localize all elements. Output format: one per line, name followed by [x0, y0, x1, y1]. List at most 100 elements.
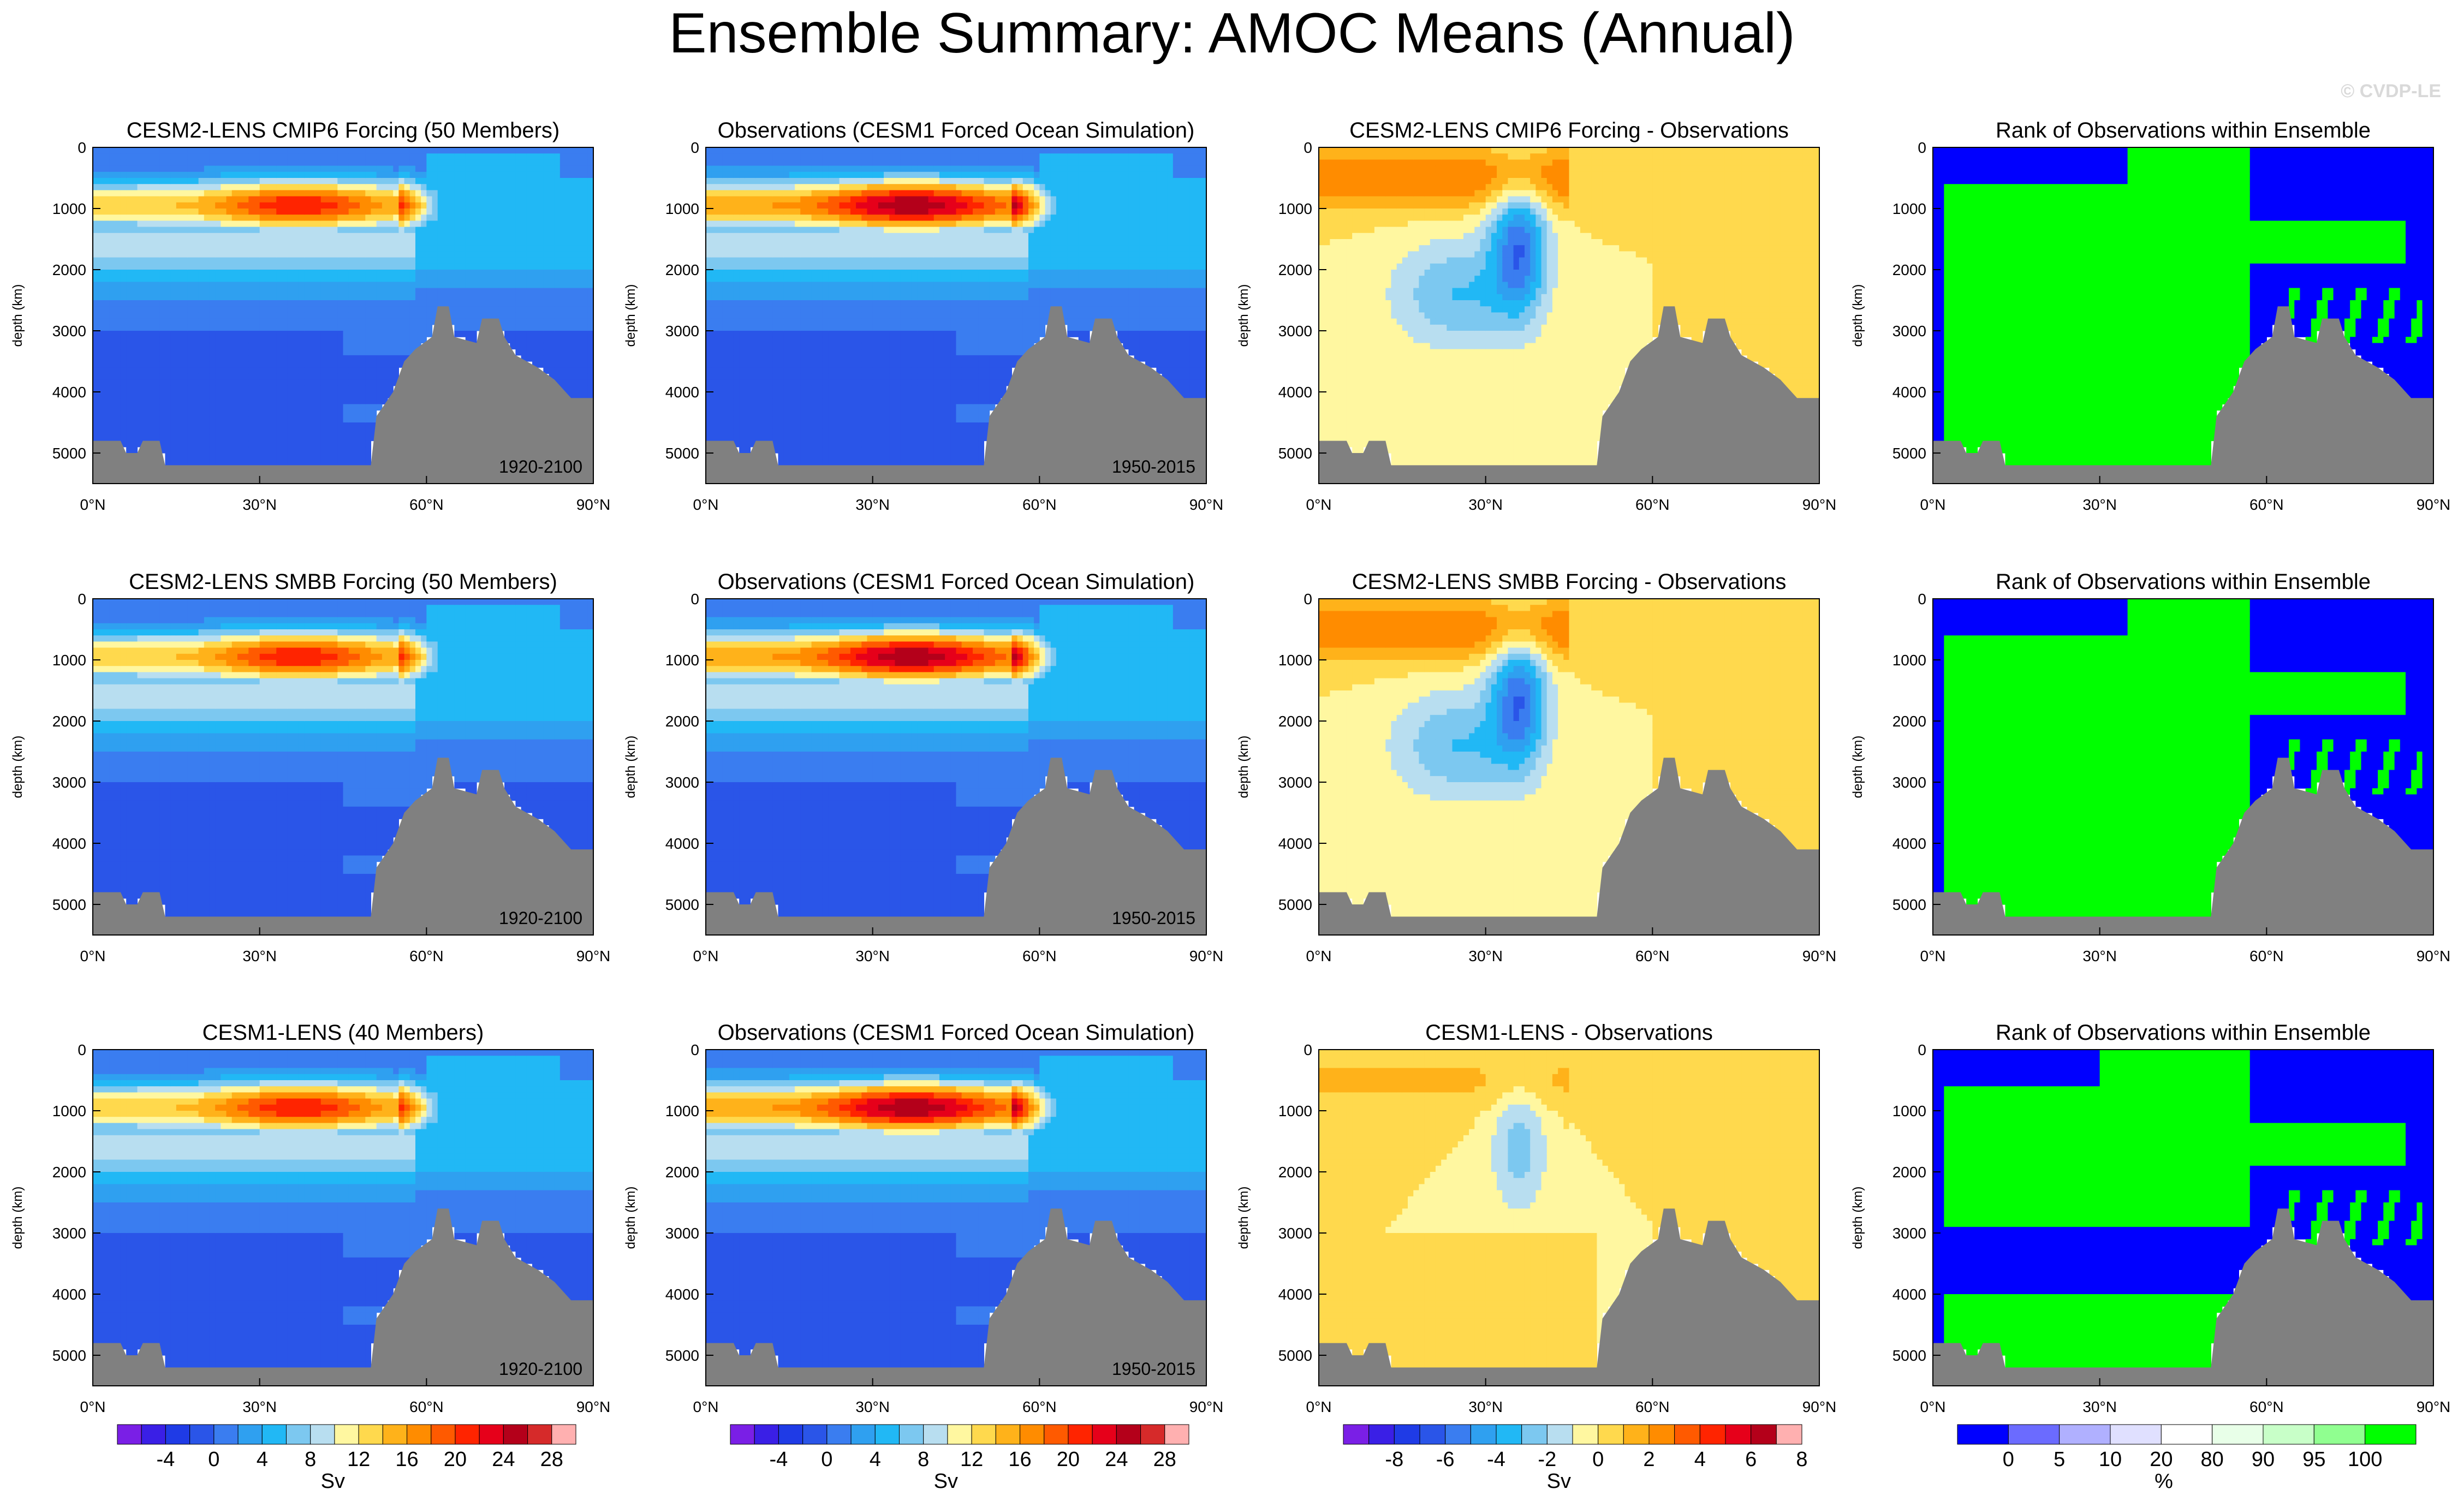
field-cell — [93, 373, 99, 380]
field-cell — [115, 258, 121, 264]
field-cell — [93, 392, 99, 398]
field-cell — [110, 319, 116, 325]
field-cell — [98, 233, 104, 240]
field-cell — [121, 178, 127, 184]
field-cell — [93, 172, 99, 178]
field-cell — [154, 416, 160, 423]
field-cell — [115, 233, 121, 240]
field-cell — [154, 227, 160, 234]
field-cell — [148, 239, 154, 246]
field-cell — [132, 398, 138, 404]
field-cell — [104, 325, 110, 331]
field-cell — [104, 215, 110, 221]
field-cell — [154, 196, 160, 203]
field-cell — [159, 227, 165, 234]
field-cell — [110, 215, 116, 221]
field-cell — [98, 196, 104, 203]
field-cell — [104, 300, 110, 307]
field-cell — [154, 147, 160, 154]
field-cell — [104, 221, 110, 227]
field-cell — [132, 184, 138, 190]
field-cell — [115, 367, 121, 374]
panel-title: CESM2-LENS CMIP6 Forcing (50 Members) — [127, 118, 560, 142]
field-cell — [143, 209, 149, 215]
field-cell — [110, 282, 116, 288]
field-cell — [110, 325, 116, 331]
field-cell — [93, 159, 99, 166]
field-cell — [148, 245, 154, 252]
field-cell — [98, 349, 104, 356]
field-cell — [104, 398, 110, 404]
field-cell — [115, 251, 121, 258]
field-cell — [115, 325, 121, 331]
field-cell — [126, 422, 132, 429]
field-cell — [93, 337, 99, 343]
field-cell — [132, 441, 138, 448]
field-cell — [132, 147, 138, 154]
field-cell — [121, 428, 127, 435]
field-cell — [143, 276, 149, 282]
field-cell — [126, 172, 132, 178]
field-cell — [154, 404, 160, 410]
field-cell — [132, 319, 138, 325]
field-cell — [93, 251, 99, 258]
panel-grid: CESM2-LENS CMIP6 Forcing (50 Members)010… — [10, 118, 2450, 1415]
field-cell — [143, 386, 149, 392]
field-cell — [138, 367, 144, 374]
field-cell — [98, 398, 104, 404]
field-cell — [126, 428, 132, 435]
field-cell — [104, 159, 110, 166]
field-cell — [132, 251, 138, 258]
field-cell — [126, 373, 132, 380]
field-cell — [121, 245, 127, 252]
field-cell — [115, 410, 121, 417]
field-cell — [121, 416, 127, 423]
field-cell — [148, 380, 154, 386]
field-cell — [138, 202, 144, 209]
field-cell — [148, 434, 154, 441]
field-cell — [115, 331, 121, 337]
field-cell — [138, 172, 144, 178]
field-cell — [126, 294, 132, 301]
field-cell — [132, 276, 138, 282]
field-cell — [110, 166, 116, 172]
field-cell — [132, 270, 138, 276]
field-cell — [121, 306, 127, 313]
field-cell — [148, 416, 154, 423]
field-cell — [126, 331, 132, 337]
field-cell — [154, 331, 160, 337]
field-cell — [148, 282, 154, 288]
field-cell — [110, 245, 116, 252]
field-cell — [154, 282, 160, 288]
field-cell — [98, 166, 104, 172]
field-cell — [159, 178, 165, 184]
field-cell — [159, 245, 165, 252]
field-cell — [143, 380, 149, 386]
field-cell — [110, 392, 116, 398]
field-cell — [148, 215, 154, 221]
field-cell — [138, 349, 144, 356]
field-cell — [154, 239, 160, 246]
field-cell — [93, 367, 99, 374]
field-cell — [126, 355, 132, 362]
field-cell — [132, 434, 138, 441]
field-cell — [138, 196, 144, 203]
field-cell — [115, 239, 121, 246]
field-cell — [93, 227, 99, 234]
field-cell — [138, 300, 144, 307]
field-cell — [115, 276, 121, 282]
field-cell — [98, 294, 104, 301]
field-cell — [154, 367, 160, 374]
field-cell — [110, 221, 116, 227]
field-cell — [104, 251, 110, 258]
field-cell — [138, 337, 144, 343]
field-cell — [93, 428, 99, 435]
field-cell — [132, 337, 138, 343]
field-cell — [138, 166, 144, 172]
field-cell — [143, 190, 149, 196]
field-cell — [98, 288, 104, 295]
field-cell — [126, 282, 132, 288]
field-cell — [148, 312, 154, 319]
field-cell — [115, 294, 121, 301]
field-cell — [110, 416, 116, 423]
